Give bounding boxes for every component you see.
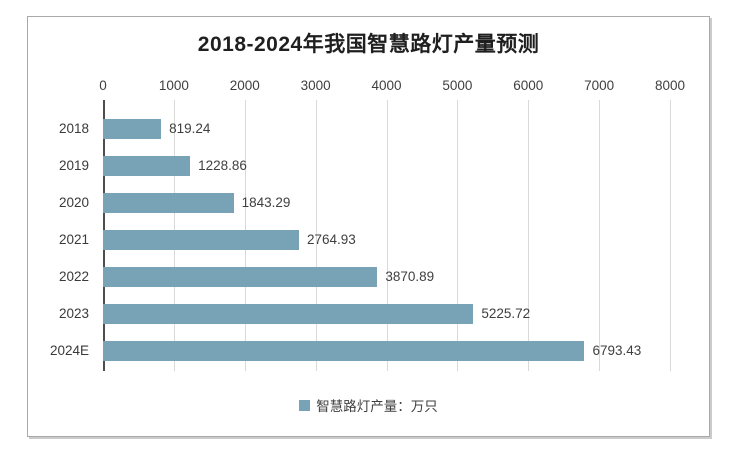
gridline [528,100,530,371]
x-axis-tick-label: 4000 [371,78,402,93]
gridline [386,100,388,371]
legend: 智慧路灯产量：万只 [28,395,709,415]
value-label: 1843.29 [241,195,291,210]
bar-row: 2022 3870.89 [28,258,670,295]
x-axis-tick-label: 1000 [158,78,189,93]
bar-rows: 2018 819.24 2019 1228.86 2020 1843.29 2021 2764… [28,110,670,369]
bar-row: 2021 2764.93 [28,221,670,258]
bar [103,155,191,176]
category-label: 2020 [58,195,89,210]
bar-row: 2024E 6793.43 [28,332,670,369]
bar-track: 1843.29 [103,184,670,221]
category-label: 2022 [58,269,89,284]
value-label: 819.24 [169,121,211,136]
value-label: 3870.89 [385,269,435,284]
bar-row: 2018 819.24 [28,110,670,147]
gridline [670,100,671,371]
gridline [315,100,317,371]
x-axis-tick-label: 0 [99,78,107,93]
bar-row: 2020 1843.29 [28,184,670,221]
bar [103,266,378,287]
value-label: 1228.86 [198,158,247,173]
legend-marker-icon [299,399,311,411]
bar-row: 2023 5225.72 [28,295,670,332]
bar-track: 819.24 [103,110,670,147]
bar [103,340,585,361]
bar-track: 2764.93 [103,221,670,258]
bar [103,303,474,324]
category-label: 2024E [49,343,89,358]
value-label: 6793.43 [592,343,642,358]
x-axis-tick-label: 7000 [584,78,615,93]
value-label: 5225.72 [481,306,531,321]
x-axis-tick-label: 5000 [442,78,473,93]
bar-track: 1228.86 [103,147,670,184]
bar [103,192,234,213]
x-axis-tick-label: 8000 [654,78,686,93]
gridline [599,100,601,371]
x-axis-tick-label: 3000 [300,78,331,93]
bar [103,118,162,139]
plot-area: 2018 819.24 2019 1228.86 2020 1843.29 2021 2764… [50,100,671,371]
category-label: 2021 [58,232,89,247]
x-axis-tick-label: 2000 [229,78,260,93]
bar [103,229,299,250]
chart-frame: 2018-2024年我国智慧路灯产量预测 0 1000 2000 3000 4000 50… [27,16,710,437]
category-label: 2023 [58,306,89,321]
category-label: 2018 [58,121,89,136]
bar-track: 3870.89 [103,258,670,295]
value-label: 2764.93 [306,232,356,247]
gridline [457,100,459,371]
category-label: 2019 [58,158,89,173]
x-axis-tick-label: 6000 [513,78,544,93]
legend-label: 智慧路灯产量：万只 [316,399,438,414]
bar-track: 6793.43 [103,332,670,369]
bar-row: 2019 1228.86 [28,147,670,184]
chart-title: 2018-2024年我国智慧路灯产量预测 [197,33,540,56]
bar-track: 5225.72 [103,295,670,332]
